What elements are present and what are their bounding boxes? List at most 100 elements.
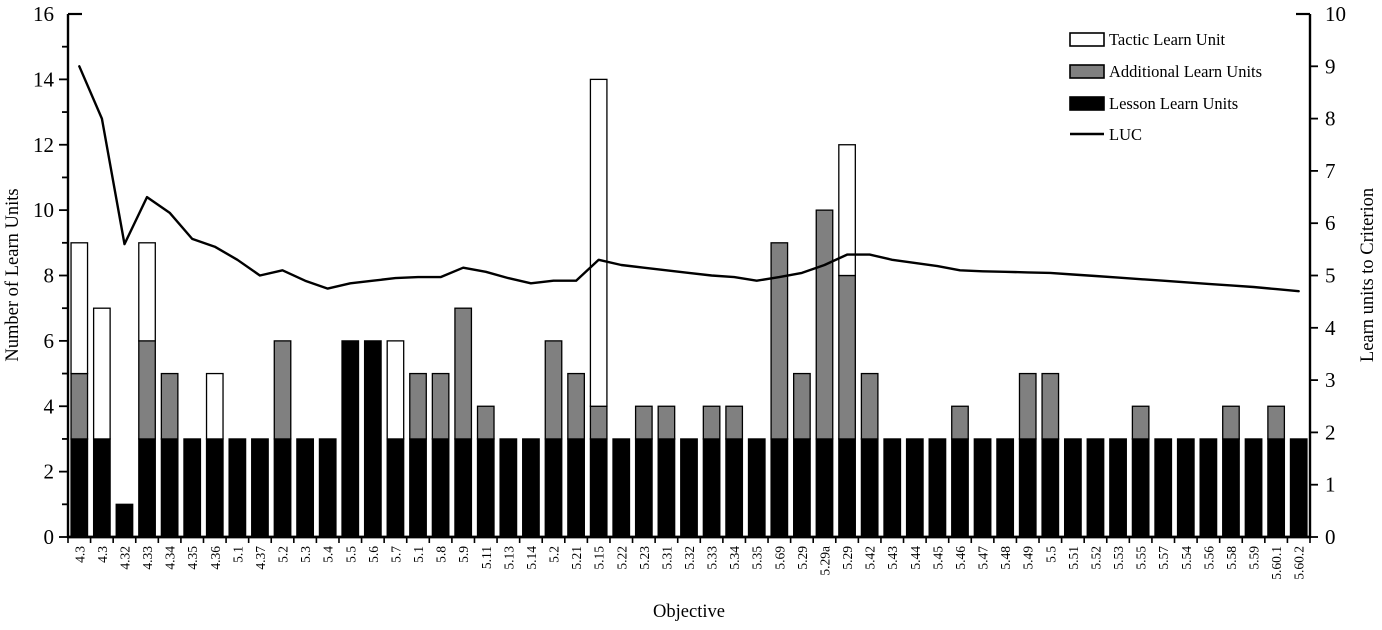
bar-segment <box>205 372 224 440</box>
bar-segment <box>70 242 89 375</box>
bar-segment <box>1131 405 1150 440</box>
bar-segment <box>251 438 269 538</box>
x-category-label: 5.46 <box>953 546 968 570</box>
bar-segment <box>409 438 427 538</box>
bar-segment <box>386 438 405 538</box>
x-category-label: 4.35 <box>185 546 200 570</box>
x-category-label: 5.42 <box>863 546 878 570</box>
bar-segment <box>1244 438 1263 538</box>
x-category-label: 4.3 <box>72 546 87 563</box>
x-category-label: 5.31 <box>659 546 674 570</box>
x-axis-title: Objective <box>653 602 725 622</box>
bar-segment <box>589 405 608 440</box>
bar-segment <box>1267 405 1286 440</box>
bar-segment <box>183 438 202 538</box>
bar-segment <box>951 438 969 538</box>
bar-segment <box>657 405 676 440</box>
right-axis-tick-label: 1 <box>1325 473 1336 497</box>
bar-segment <box>589 438 608 538</box>
x-category-labels: 4.3 4.3 4.32 4.33 4.34 4.35 4.36 5.1 4.37 5.2 5.3 5… <box>72 546 1306 580</box>
left-axis-tick-label: 2 <box>44 460 55 484</box>
bar-segment <box>680 438 698 538</box>
x-category-label: 5.29 <box>840 546 855 570</box>
x-category-label: 5.13 <box>501 546 516 570</box>
x-category-label: 4.3 <box>95 546 110 563</box>
right-axis-tick-label: 4 <box>1325 316 1336 340</box>
bar-segment <box>70 372 89 440</box>
legend-label-additional: Additional Learn Units <box>1109 62 1262 81</box>
left-axis-tick-label: 8 <box>44 264 55 288</box>
x-category-label: 5.33 <box>705 546 720 570</box>
x-category-label: 4.36 <box>208 546 223 570</box>
bar-segment <box>589 78 608 407</box>
x-category-label: 5.7 <box>388 546 403 563</box>
left-axis-tick-label: 14 <box>33 67 55 91</box>
x-category-label: 5.29 <box>795 546 810 570</box>
bar-segment <box>793 372 811 440</box>
bar-segment <box>115 503 134 538</box>
bar-segment <box>431 372 450 440</box>
bar-segment <box>138 438 156 538</box>
bar-segment <box>860 372 879 440</box>
x-category-label: 5.14 <box>524 546 539 570</box>
legend-swatch-lesson <box>1069 96 1105 111</box>
bar-segment <box>1176 438 1195 538</box>
x-category-label: 5.8 <box>434 546 449 563</box>
x-category-label: 5.23 <box>637 546 652 570</box>
x-category-label: 5.3 <box>298 546 313 563</box>
bar-segment <box>905 438 924 538</box>
x-category-label: 4.33 <box>140 546 155 570</box>
bar-segment <box>160 372 179 440</box>
bar-segment <box>1109 438 1127 538</box>
bar-segment <box>1267 438 1286 538</box>
bar-segment <box>409 372 427 440</box>
right-axis-tick-label: 8 <box>1325 107 1336 131</box>
bar-segment <box>838 438 856 538</box>
x-category-label: 5.5 <box>1043 546 1058 563</box>
x-category-label: 5.1 <box>230 546 245 563</box>
bar-segment <box>951 405 969 440</box>
bar-segment <box>341 340 360 538</box>
left-axis-title: Number of Learn Units <box>3 188 23 361</box>
right-axis-tick-label: 10 <box>1325 2 1346 26</box>
bar-segment <box>92 438 111 538</box>
legend-label-luc: LUC <box>1109 125 1142 144</box>
x-category-label: 5.2 <box>276 546 291 563</box>
x-category-label: 5.4 <box>321 546 336 563</box>
legend-swatch-tactic <box>1069 32 1105 47</box>
bar-segment <box>160 438 179 538</box>
x-category-label: 5.48 <box>998 546 1013 570</box>
bar-segment <box>634 438 653 538</box>
right-axis-tick-label: 9 <box>1325 54 1336 78</box>
bar-segment <box>838 274 856 440</box>
x-category-label: 5.57 <box>1156 546 1171 570</box>
x-category-label: 5.55 <box>1134 546 1149 570</box>
x-category-label: 4.34 <box>163 546 178 570</box>
bar-segment <box>1222 405 1240 440</box>
x-category-label: 5.29a <box>818 546 833 576</box>
x-category-label: 5.54 <box>1179 546 1194 570</box>
bar-segment <box>815 438 834 538</box>
x-category-label: 5.43 <box>885 546 900 570</box>
x-category-label: 4.37 <box>253 546 268 570</box>
x-category-label: 5.56 <box>1201 546 1216 570</box>
legend: Tactic Learn Unit Additional Learn Units… <box>1069 30 1262 144</box>
x-category-label: 5.60.1 <box>1269 546 1284 580</box>
left-axis-tick-label: 4 <box>44 394 55 418</box>
bar-segment <box>273 438 292 538</box>
bar-segment <box>702 438 721 538</box>
bar-segment <box>1289 438 1308 538</box>
right-axis-tick-label: 3 <box>1325 368 1336 392</box>
bar-segment <box>770 242 789 440</box>
x-category-label: 5.6 <box>366 546 381 563</box>
bar-segment <box>1063 438 1082 538</box>
bar-segment <box>1086 438 1105 538</box>
x-category-label: 5.15 <box>592 546 607 570</box>
x-category-label: 5.53 <box>1111 546 1126 570</box>
bar-segment <box>928 438 947 538</box>
left-axis-tick-label: 0 <box>44 525 55 549</box>
left-axis-tick-label: 6 <box>44 329 55 353</box>
bar-segment <box>318 438 337 538</box>
bar-segment <box>567 372 585 440</box>
